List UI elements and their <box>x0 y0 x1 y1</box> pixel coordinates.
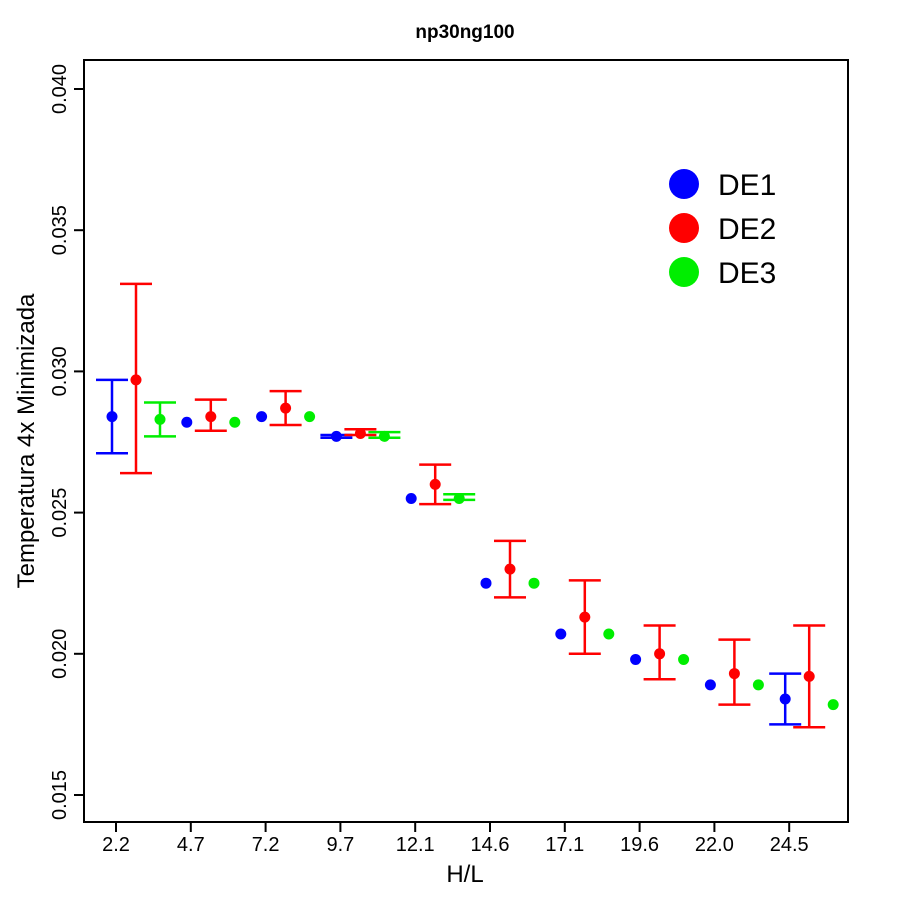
point-DE3-4 <box>453 492 465 504</box>
point-DE1-8 <box>704 679 716 691</box>
x-tick-label-4: 12.1 <box>396 834 435 856</box>
x-tick-label-1: 4.7 <box>177 834 205 856</box>
point-DE2-6 <box>579 611 591 623</box>
point-DE2-4 <box>429 478 441 490</box>
y-tick-label-5: 0.040 <box>49 64 71 114</box>
point-DE2-9 <box>803 670 815 682</box>
point-DE3-6 <box>603 628 615 640</box>
y-axis-label: Temperatura 4x Minimizada <box>13 293 40 588</box>
x-tick-label-0: 2.2 <box>102 834 130 856</box>
y-tick-label-2: 0.025 <box>49 488 71 538</box>
point-DE1-5 <box>480 577 492 589</box>
point-DE3-5 <box>528 577 540 589</box>
x-tick-label-7: 19.6 <box>620 834 659 856</box>
legend-marker-DE3 <box>669 257 699 287</box>
point-DE1-4 <box>405 492 417 504</box>
point-DE1-0 <box>106 411 118 423</box>
point-DE2-1 <box>205 411 217 423</box>
series-DE2 <box>120 282 826 729</box>
legend-marker-DE2 <box>669 213 699 243</box>
y-axis: 0.015 0.020 0.025 0.030 0.035 0.040 <box>49 64 84 820</box>
point-DE3-3 <box>378 430 390 442</box>
y-tick-label-0: 0.015 <box>49 770 71 820</box>
y-tick-label-1: 0.020 <box>49 629 71 679</box>
point-DE2-0 <box>130 374 142 386</box>
point-DE3-2 <box>304 411 316 423</box>
plot-frame <box>83 59 849 823</box>
point-DE3-7 <box>678 653 690 665</box>
legend: DE1 DE2 DE3 <box>669 169 776 290</box>
point-DE3-1 <box>229 416 241 428</box>
point-DE1-1 <box>181 416 193 428</box>
legend-label-DE2: DE2 <box>718 213 776 246</box>
point-DE1-9 <box>779 693 791 705</box>
x-axis: 2.2 4.7 7.2 9.7 12.1 14.6 17.1 19.6 22.0 24.5 <box>102 822 809 856</box>
x-tick-label-2: 7.2 <box>252 834 280 856</box>
legend-label-DE3: DE3 <box>718 257 776 290</box>
legend-marker-DE1 <box>669 169 699 199</box>
point-DE2-8 <box>728 668 740 680</box>
point-DE2-3 <box>354 428 366 440</box>
x-tick-label-9: 24.5 <box>770 834 809 856</box>
point-DE1-3 <box>330 430 342 442</box>
series-DE3 <box>144 401 839 711</box>
point-DE3-0 <box>154 413 166 425</box>
y-tick-label-4: 0.035 <box>49 205 71 255</box>
point-DE1-7 <box>630 653 642 665</box>
point-DE3-8 <box>752 679 764 691</box>
series-DE1 <box>96 378 802 726</box>
point-DE2-2 <box>280 402 292 414</box>
x-tick-label-8: 22.0 <box>695 834 734 856</box>
point-DE1-6 <box>555 628 567 640</box>
point-DE3-9 <box>827 699 839 711</box>
legend-label-DE1: DE1 <box>718 169 776 202</box>
x-tick-label-5: 14.6 <box>471 834 510 856</box>
point-DE1-2 <box>256 411 268 423</box>
data-marks <box>96 282 839 729</box>
y-tick-label-3: 0.030 <box>49 346 71 396</box>
x-tick-label-3: 9.7 <box>326 834 354 856</box>
x-axis-label: H/L <box>446 861 483 888</box>
x-tick-label-6: 17.1 <box>545 834 584 856</box>
point-DE2-5 <box>504 563 516 575</box>
point-DE2-7 <box>654 648 666 660</box>
chart-title: np30ng100 <box>415 22 514 43</box>
